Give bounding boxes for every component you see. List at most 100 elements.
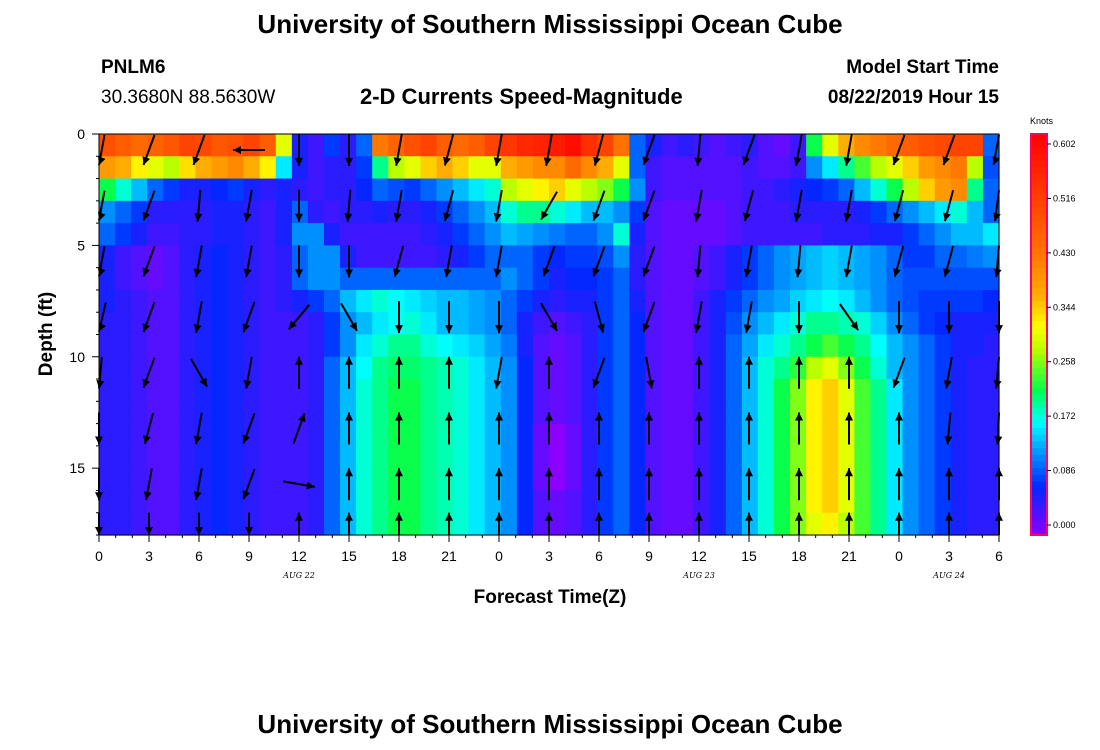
heatmap-cell [870, 445, 888, 469]
heatmap-cell [806, 178, 823, 202]
heatmap-cell [613, 512, 630, 536]
heatmap-cell [806, 289, 823, 313]
heatmap-cell [259, 200, 277, 224]
heatmap-cell [404, 200, 422, 224]
current-arrow [340, 302, 358, 332]
heatmap-cell [565, 289, 582, 313]
heatmap-cell [179, 289, 197, 313]
heatmap-cell [741, 178, 759, 202]
heatmap-cell [741, 334, 759, 358]
heatmap-cell [436, 490, 454, 514]
heatmap-cell [902, 468, 920, 492]
current-arrow [645, 356, 655, 389]
page-title: University of Southern Mississippi Ocean… [257, 9, 843, 39]
heatmap-cell [790, 134, 807, 157]
heatmap-cell [500, 223, 518, 246]
heatmap-cell [388, 200, 405, 224]
heatmap-cell [902, 245, 920, 269]
heatmap-cell [516, 134, 534, 157]
arrow-head [943, 380, 952, 389]
heatmap-cell [163, 156, 180, 180]
heatmap-cell [372, 401, 389, 425]
arrow-head [943, 212, 951, 222]
heatmap-cell [195, 379, 213, 402]
heatmap-cell [468, 200, 486, 224]
heatmap-cell [131, 178, 148, 202]
heatmap-cell [388, 156, 405, 180]
y-tick-label: 15 [69, 460, 85, 476]
heatmap-cell [115, 490, 132, 514]
colorbar-swatch [1031, 301, 1047, 309]
heatmap-cell [452, 312, 470, 336]
current-arrow [393, 189, 403, 222]
heatmap-cell [115, 468, 132, 492]
heatmap-cell [661, 468, 679, 492]
colorbar-swatch [1031, 474, 1047, 483]
heatmap-cell [516, 156, 534, 180]
heatmap-cell [131, 134, 148, 157]
heatmap-cell [581, 512, 598, 536]
current-arrow [793, 189, 803, 222]
current-arrow [495, 412, 503, 445]
current-arrow [843, 189, 853, 222]
heatmap-cell [324, 512, 341, 536]
heatmap-cell [227, 334, 245, 358]
heatmap-cell [179, 356, 197, 380]
heatmap-cell [179, 468, 197, 492]
heatmap-cell [468, 445, 486, 469]
heatmap-cell [709, 401, 727, 425]
heatmap-cell [741, 445, 759, 469]
heatmap-cell [838, 512, 855, 536]
plot-title: 2-D Currents Speed-Magnitude [360, 84, 683, 109]
heatmap-cell [581, 200, 598, 224]
heatmap-cell [179, 223, 197, 246]
heatmap-cell [243, 134, 261, 157]
heatmap-cell [227, 156, 245, 180]
heatmap-cell [902, 200, 920, 224]
heatmap-cell [950, 512, 968, 536]
heatmap-cell [774, 379, 791, 402]
current-arrow [693, 189, 703, 222]
arrow-head [993, 380, 1002, 389]
heatmap-cell [307, 245, 325, 269]
station-id: PNLM6 [101, 57, 166, 78]
heatmap-cell [806, 356, 823, 380]
heatmap-cell [741, 356, 759, 380]
heatmap-cell [404, 334, 422, 358]
heatmap-cell [404, 134, 422, 157]
heatmap-cell [195, 289, 213, 313]
heatmap-cell [549, 512, 566, 536]
heatmap-cell [356, 423, 373, 447]
current-arrow [892, 357, 906, 389]
heatmap-cell [275, 401, 293, 425]
heatmap-cell [774, 178, 791, 202]
arrow-head [795, 468, 803, 477]
heatmap-cell [404, 356, 422, 380]
current-arrow [345, 245, 353, 278]
arrow-head [445, 468, 453, 477]
colorbar-swatch [1031, 227, 1047, 235]
x-tick-label: 0 [895, 548, 903, 564]
heatmap-cell [420, 468, 438, 492]
heatmap-cell [420, 267, 438, 291]
colorbar-swatch [1031, 521, 1047, 529]
current-arrow [945, 512, 953, 535]
heatmap-cell [757, 423, 775, 447]
arrow-head [743, 268, 752, 278]
arrow-head [493, 157, 502, 166]
heatmap-cell [275, 156, 293, 180]
heatmap-cell [99, 334, 116, 358]
arrow-head [646, 380, 655, 389]
current-arrow [992, 134, 1000, 166]
heatmap-cell [324, 356, 341, 380]
heatmap-cell [291, 289, 309, 313]
current-arrow [345, 512, 353, 535]
current-arrow [142, 301, 156, 333]
current-arrow [695, 512, 703, 535]
current-arrow [645, 412, 653, 445]
heatmap-cell [324, 267, 341, 291]
heatmap-cell [870, 312, 888, 336]
heatmap-cell [195, 267, 213, 291]
heatmap-cell [645, 334, 663, 358]
heatmap-cell [516, 512, 534, 536]
